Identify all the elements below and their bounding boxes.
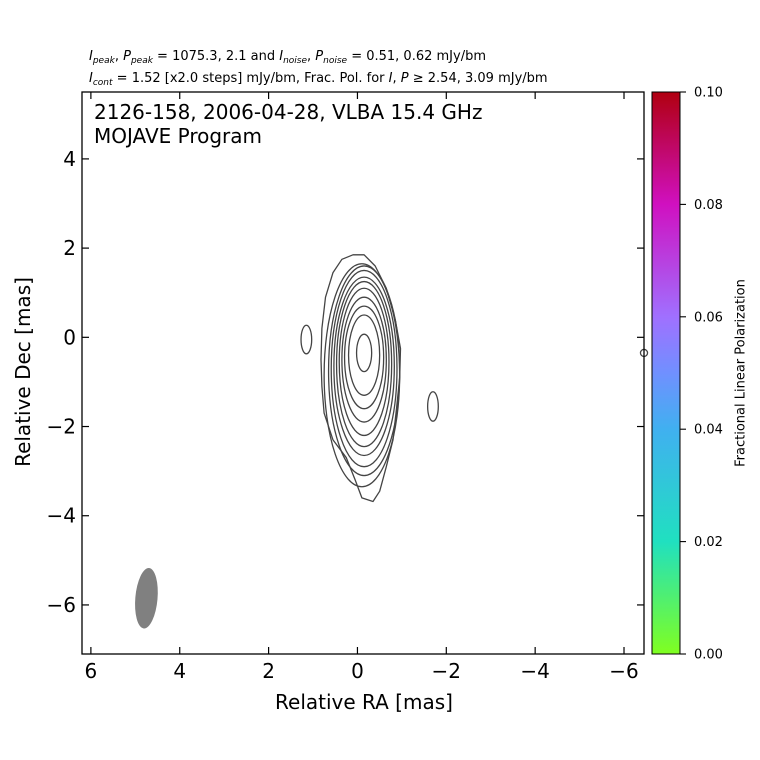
contour-5 [338, 287, 390, 437]
x-tick-label: −6 [609, 659, 638, 683]
p-noise-symbol: Pnoise [315, 49, 348, 66]
plot-title: 2126-158, 2006-04-28, VLBA 15.4 GHz MOJA… [94, 100, 482, 148]
header-line-2-tail: 2.54, 3.09 mJy/bm [427, 71, 548, 86]
header-line-1-mid: = 1075.3, 2.1 and [152, 49, 280, 64]
x-tick-label: 2 [262, 659, 275, 683]
x-tick-label: 0 [351, 659, 364, 683]
y-tick-label: −2 [47, 415, 76, 439]
colorbar-tick-label: 0.00 [694, 648, 723, 663]
i-symbol: I [388, 71, 393, 86]
plot-frame [81, 91, 645, 655]
colorbar-label: Fractional Linear Polarization [733, 279, 749, 467]
contour-1 [355, 333, 373, 373]
plot-title-line-1: 2126-158, 2006-04-28, VLBA 15.4 GHz [94, 100, 483, 124]
header-line-1-tail: = 0.51, 0.62 mJy/bm [347, 49, 486, 64]
x-ticks: 6 4 2 0 −2 −4 −6 [85, 92, 639, 683]
header-line-2: Icont = 1.52 [x2.0 steps] mJy/bm, Frac. … [89, 71, 548, 88]
header-line-2-mid: = 1.52 [x2.0 steps] mJy/bm, Frac. Pol. f… [112, 71, 389, 86]
contour-3 [343, 305, 385, 410]
i-cont-symbol: Icont [89, 71, 113, 88]
contour-4 [341, 296, 387, 423]
colorbar [651, 91, 681, 655]
p-peak-symbol: Ppeak [123, 49, 153, 66]
x-tick-label: −2 [432, 659, 461, 683]
colorbar-ticks: 0.00 0.02 0.04 0.06 0.08 0.10 [680, 86, 723, 663]
i-peak-symbol: Ipeak [89, 49, 115, 66]
y-tick-label: 0 [63, 325, 76, 349]
plot-title-line-2: MOJAVE Program [94, 124, 263, 148]
x-tick-label: 4 [173, 659, 186, 683]
geq-symbol: ≥ [408, 71, 428, 86]
contour-6 [335, 280, 393, 448]
header-line-1: Ipeak, Ppeak = 1075.3, 2.1 and Inoise, P… [89, 49, 486, 66]
i-noise-symbol: Inoise [279, 49, 308, 66]
secondary-contour-2 [426, 391, 439, 422]
y-tick-label: −6 [47, 593, 76, 617]
y-ticks: 4 2 0 −2 −4 −6 [47, 147, 644, 617]
colorbar-tick-label: 0.04 [694, 423, 723, 438]
contour-outer [320, 254, 402, 503]
y-tick-label: 4 [63, 147, 76, 171]
beam-layer [135, 568, 158, 629]
secondary-contour-1 [300, 324, 313, 355]
colorbar-tick-label: 0.02 [694, 535, 723, 550]
colorbar-tick-label: 0.06 [694, 310, 723, 325]
contour-2 [347, 314, 381, 396]
contour-7 [333, 276, 395, 457]
y-tick-label: 2 [63, 236, 76, 260]
x-axis-label: Relative RA [mas] [275, 690, 453, 714]
y-axis-label: Relative Dec [mas] [11, 277, 35, 467]
p-symbol: P [400, 71, 409, 86]
y-tick-label: −4 [47, 504, 76, 528]
contour-8 [330, 269, 398, 468]
contour-layer [300, 254, 649, 503]
colorbar-tick-label: 0.10 [694, 86, 723, 101]
x-tick-label: −4 [520, 659, 549, 683]
colorbar-tick-label: 0.08 [694, 198, 723, 213]
x-tick-label: 6 [85, 659, 98, 683]
beam-ellipse [135, 568, 158, 629]
